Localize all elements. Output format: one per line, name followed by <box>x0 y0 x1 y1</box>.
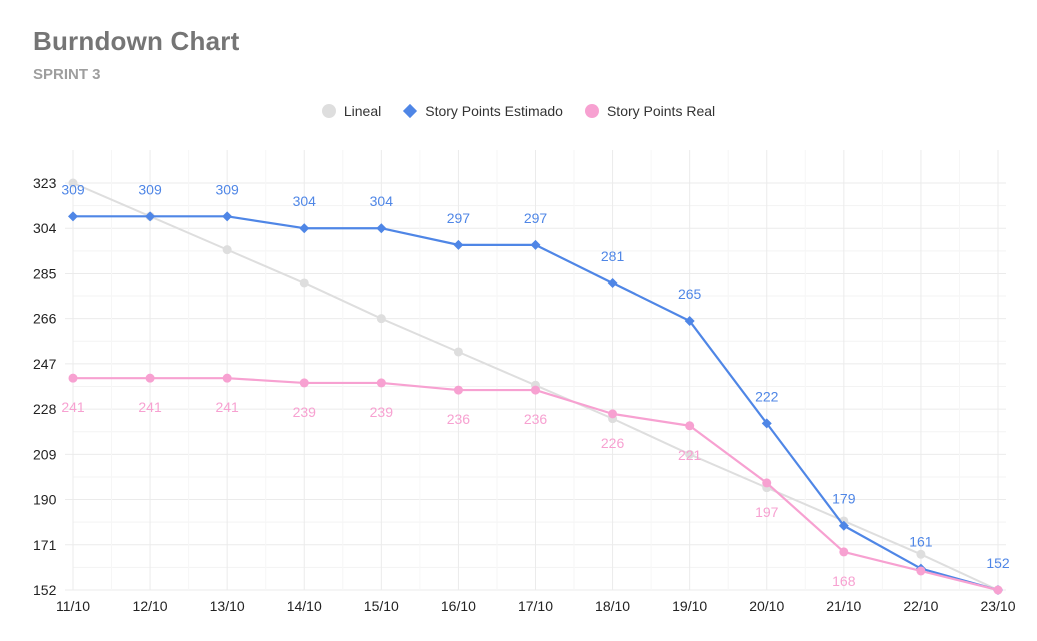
data-point <box>916 549 926 559</box>
legend-marker-real <box>584 104 599 118</box>
data-label: 281 <box>601 248 625 264</box>
data-label: 265 <box>678 286 702 302</box>
data-label: 297 <box>524 210 548 226</box>
x-tick-label: 21/10 <box>826 598 861 614</box>
data-point <box>145 211 156 222</box>
data-point <box>222 211 233 222</box>
data-point <box>299 278 309 288</box>
data-label: 168 <box>832 573 856 589</box>
x-tick-label: 18/10 <box>595 598 630 614</box>
data-label: 236 <box>447 411 471 427</box>
y-tick-label: 323 <box>33 175 57 191</box>
y-tick-label: 209 <box>33 446 57 462</box>
y-tick-label: 228 <box>33 401 57 417</box>
data-label: 239 <box>370 404 394 420</box>
y-tick-label: 247 <box>33 356 57 372</box>
x-tick-label: 13/10 <box>210 598 245 614</box>
x-tick-label: 12/10 <box>133 598 168 614</box>
x-tick-label: 22/10 <box>903 598 938 614</box>
data-point <box>453 385 463 395</box>
data-label: 241 <box>61 399 85 415</box>
data-point <box>453 347 463 357</box>
x-tick-label: 17/10 <box>518 598 553 614</box>
y-tick-label: 304 <box>33 220 57 236</box>
data-point <box>916 566 926 576</box>
data-point <box>68 373 78 383</box>
data-point <box>376 314 386 324</box>
data-point <box>376 223 387 234</box>
data-point <box>607 277 618 288</box>
x-tick-label: 16/10 <box>441 598 476 614</box>
data-label: 309 <box>215 181 239 197</box>
data-point <box>299 378 309 388</box>
y-tick-label: 190 <box>33 492 57 508</box>
data-label: 226 <box>601 435 625 451</box>
legend-item-estimado[interactable]: Story Points Estimado <box>403 103 563 119</box>
data-point <box>685 421 695 431</box>
legend: Lineal Story Points Estimado Story Point… <box>0 103 1037 119</box>
x-tick-label: 14/10 <box>287 598 322 614</box>
data-point <box>761 418 772 429</box>
data-label: 222 <box>755 388 779 404</box>
data-label: 152 <box>986 555 1010 571</box>
x-tick-label: 23/10 <box>980 598 1015 614</box>
data-point <box>839 547 849 557</box>
data-point <box>531 385 540 395</box>
legend-item-lineal[interactable]: Lineal <box>321 103 382 119</box>
data-point <box>762 478 772 488</box>
y-tick-label: 152 <box>33 582 57 598</box>
data-point <box>299 223 310 234</box>
data-label: 239 <box>293 404 317 420</box>
data-label: 241 <box>215 399 239 415</box>
legend-marker-lineal <box>321 104 336 118</box>
data-point <box>993 585 1003 595</box>
data-label: 304 <box>293 193 317 209</box>
data-label: 221 <box>678 447 702 463</box>
x-tick-label: 11/10 <box>56 598 90 614</box>
data-point <box>222 373 232 383</box>
data-point <box>376 378 386 388</box>
data-point <box>68 211 78 222</box>
data-point <box>68 178 78 188</box>
data-label: 241 <box>138 399 162 415</box>
legend-label-real: Story Points Real <box>606 103 716 119</box>
data-label: 309 <box>138 181 162 197</box>
data-label: 179 <box>832 491 856 507</box>
data-point <box>838 520 849 531</box>
data-point <box>685 449 695 459</box>
y-tick-label: 171 <box>33 537 57 553</box>
data-point <box>608 409 618 419</box>
chart-title: Burndown Chart <box>33 26 240 56</box>
x-tick-label: 20/10 <box>749 598 784 614</box>
data-point <box>684 316 695 327</box>
y-tick-label: 266 <box>33 311 57 327</box>
data-label: 297 <box>447 210 471 226</box>
legend-item-real[interactable]: Story Points Real <box>584 103 716 119</box>
data-point <box>453 239 464 250</box>
data-point <box>222 245 232 255</box>
x-tick-label: 19/10 <box>672 598 707 614</box>
data-point <box>530 239 541 250</box>
data-label: 304 <box>370 193 394 209</box>
data-label: 161 <box>909 534 933 550</box>
legend-label-lineal: Lineal <box>343 103 382 119</box>
y-tick-label: 285 <box>33 265 57 281</box>
legend-label-estimado: Story Points Estimado <box>425 103 563 119</box>
chart-subtitle: SPRINT 3 <box>33 66 101 83</box>
data-label: 309 <box>61 181 85 197</box>
x-tick-label: 15/10 <box>364 598 399 614</box>
data-label: 197 <box>755 504 779 520</box>
data-point <box>145 373 155 383</box>
data-label: 236 <box>524 411 548 427</box>
